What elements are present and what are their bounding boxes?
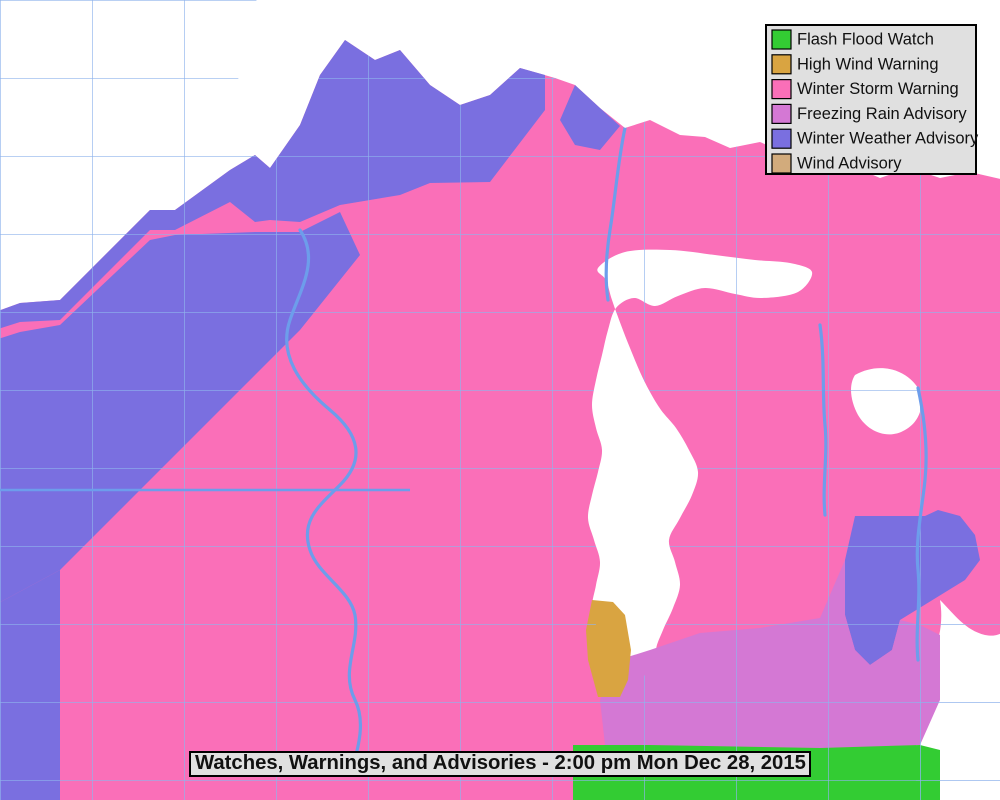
svg-text:High Wind Warning: High Wind Warning [797,55,939,73]
svg-text:Watches, Warnings, and Advisor: Watches, Warnings, and Advisories - 2:00… [195,752,806,774]
svg-text:Freezing Rain Advisory: Freezing Rain Advisory [797,105,967,123]
svg-text:Winter Storm Warning: Winter Storm Warning [797,80,959,98]
svg-text:Flash Flood Watch: Flash Flood Watch [797,31,934,49]
svg-text:Winter Weather Advisory: Winter Weather Advisory [797,130,979,148]
svg-text:Wind Advisory: Wind Advisory [797,155,902,173]
